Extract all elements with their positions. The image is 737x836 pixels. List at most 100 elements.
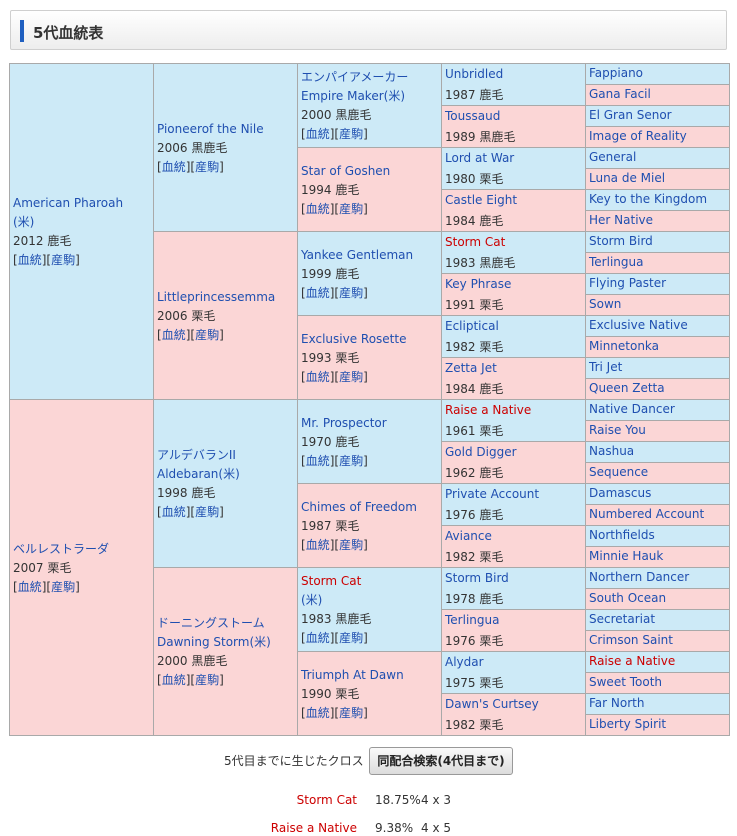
horse-name-link[interactable]: Sequence [589,465,649,479]
progeny-link[interactable]: 産駒 [339,454,364,468]
horse-name-link[interactable]: Private Account [445,487,540,501]
horse-name-link[interactable]: Storm Bird [589,234,653,248]
horse-name-link[interactable]: Flying Paster [589,276,667,290]
horse-name-link[interactable]: Liberty Spirit [589,717,667,731]
horse-name-link[interactable]: (米) [301,593,323,607]
horse-name-link[interactable]: Fappiano [589,66,644,80]
horse-name-link[interactable]: Alydar [445,655,484,669]
horse-name-link[interactable]: Damascus [589,486,652,500]
horse-name-link[interactable]: Terlingua [589,255,644,269]
horse-name-link[interactable]: Sweet Tooth [589,675,663,689]
horse-name-link[interactable]: Far North [589,696,645,710]
horse-name-link[interactable]: Native Dancer [589,402,675,416]
horse-name-link[interactable]: Key Phrase [445,277,512,291]
horse-name-link[interactable]: Empire Maker(米) [301,89,405,103]
horse-name-link[interactable]: Unbridled [445,67,504,81]
horse-name-link[interactable]: Image of Reality [589,129,687,143]
horse-name-link[interactable]: Nashua [589,444,635,458]
pedigree-link[interactable]: 血統 [305,370,330,384]
horse-name-link[interactable]: Toussaud [445,109,501,123]
horse-name-link[interactable]: Minnetonka [589,339,660,353]
pedigree-link[interactable]: 血統 [305,454,330,468]
horse-name-link[interactable]: Secretariat [589,612,656,626]
progeny-link[interactable]: 産駒 [195,673,220,687]
horse-name-link[interactable]: Luna de Miel [589,171,666,185]
cross-horse-link[interactable]: Storm Cat [296,793,357,807]
horse-name-link[interactable]: Sown [589,297,622,311]
horse-name-link[interactable]: South Ocean [589,591,667,605]
horse-name-link[interactable]: Exclusive Rosette [301,332,407,346]
horse-name-link[interactable]: General [589,150,637,164]
horse-name-link[interactable]: Mr. Prospector [301,416,387,430]
horse-name-link[interactable]: Zetta Jet [445,361,497,375]
pedigree-link[interactable]: 血統 [161,328,186,342]
horse-name-link[interactable]: Tri Jet [589,360,623,374]
horse-name-link[interactable]: Dawn's Curtsey [445,697,539,711]
pedigree-cell-gen5: Liberty Spirit [585,714,730,736]
horse-name-link[interactable]: Dawning Storm(米) [157,635,271,649]
horse-name-link[interactable]: Pioneerof the Nile [157,122,264,136]
horse-name-link[interactable]: Aviance [445,529,492,543]
horse-name-link[interactable]: Northern Dancer [589,570,690,584]
pedigree-link[interactable]: 血統 [305,286,330,300]
horse-name-link[interactable]: アルデバランII [157,448,236,462]
horse-name-link[interactable]: Her Native [589,213,654,227]
pedigree-cell-gen5: Storm Bird [585,231,730,253]
progeny-link[interactable]: 産駒 [51,253,76,267]
progeny-link[interactable]: 産駒 [195,505,220,519]
horse-name-link[interactable]: Star of Goshen [301,164,391,178]
progeny-link[interactable]: 産駒 [339,286,364,300]
horse-name-link[interactable]: Triumph At Dawn [301,668,404,682]
horse-name-link[interactable]: Northfields [589,528,655,542]
horse-name-link[interactable]: American Pharoah [13,196,124,210]
horse-name-link[interactable]: Crimson Saint [589,633,673,647]
horse-name-link[interactable]: エンパイアメーカー [301,70,409,84]
progeny-link[interactable]: 産駒 [339,202,364,216]
horse-name-link[interactable]: ベルレストラーダ [13,542,110,556]
pedigree-link[interactable]: 血統 [305,202,330,216]
pedigree-link[interactable]: 血統 [161,673,186,687]
pedigree-link[interactable]: 血統 [17,580,42,594]
same-cross-search-button[interactable]: 同配合検索(4代目まで) [369,747,513,775]
progeny-link[interactable]: 産駒 [339,538,364,552]
horse-name-link[interactable]: Gold Digger [445,445,517,459]
pedigree-link[interactable]: 血統 [161,505,186,519]
horse-name-link[interactable]: (米) [13,215,35,229]
progeny-link[interactable]: 産駒 [339,706,364,720]
horse-name-link[interactable]: ドーニングストーム [157,616,265,630]
pedigree-link[interactable]: 血統 [305,127,330,141]
progeny-link[interactable]: 産駒 [195,328,220,342]
progeny-link[interactable]: 産駒 [51,580,76,594]
progeny-link[interactable]: 産駒 [195,160,220,174]
cross-horse-link[interactable]: Raise a Native [270,821,357,835]
horse-name-link[interactable]: Littleprincessemma [157,290,276,304]
horse-name-link[interactable]: Storm Bird [445,571,509,585]
horse-name-link[interactable]: Storm Cat [445,235,506,249]
horse-name-link[interactable]: Raise You [589,423,646,437]
pedigree-link[interactable]: 血統 [305,706,330,720]
horse-name-link[interactable]: Aldebaran(米) [157,467,240,481]
pedigree-link[interactable]: 血統 [305,538,330,552]
pedigree-link[interactable]: 血統 [305,631,330,645]
horse-name-link[interactable]: Numbered Account [589,507,705,521]
progeny-link[interactable]: 産駒 [339,127,364,141]
horse-name-link[interactable]: Exclusive Native [589,318,688,332]
horse-name-link[interactable]: Castle Eight [445,193,518,207]
progeny-link[interactable]: 産駒 [339,631,364,645]
horse-name-link[interactable]: Key to the Kingdom [589,192,708,206]
horse-name-link[interactable]: Raise a Native [589,654,676,668]
horse-name-link[interactable]: Yankee Gentleman [301,248,414,262]
horse-name-link[interactable]: Ecliptical [445,319,499,333]
horse-name-link[interactable]: Gana Facil [589,87,651,101]
horse-name-link[interactable]: Chimes of Freedom [301,500,417,514]
horse-name-link[interactable]: Raise a Native [445,403,532,417]
horse-name-link[interactable]: Lord at War [445,151,515,165]
horse-name-link[interactable]: Terlingua [445,613,500,627]
horse-name-link[interactable]: Storm Cat [301,574,362,588]
horse-name-link[interactable]: Queen Zetta [589,381,665,395]
horse-name-link[interactable]: El Gran Senor [589,108,672,122]
progeny-link[interactable]: 産駒 [339,370,364,384]
horse-name-link[interactable]: Minnie Hauk [589,549,664,563]
pedigree-link[interactable]: 血統 [161,160,186,174]
pedigree-link[interactable]: 血統 [17,253,42,267]
